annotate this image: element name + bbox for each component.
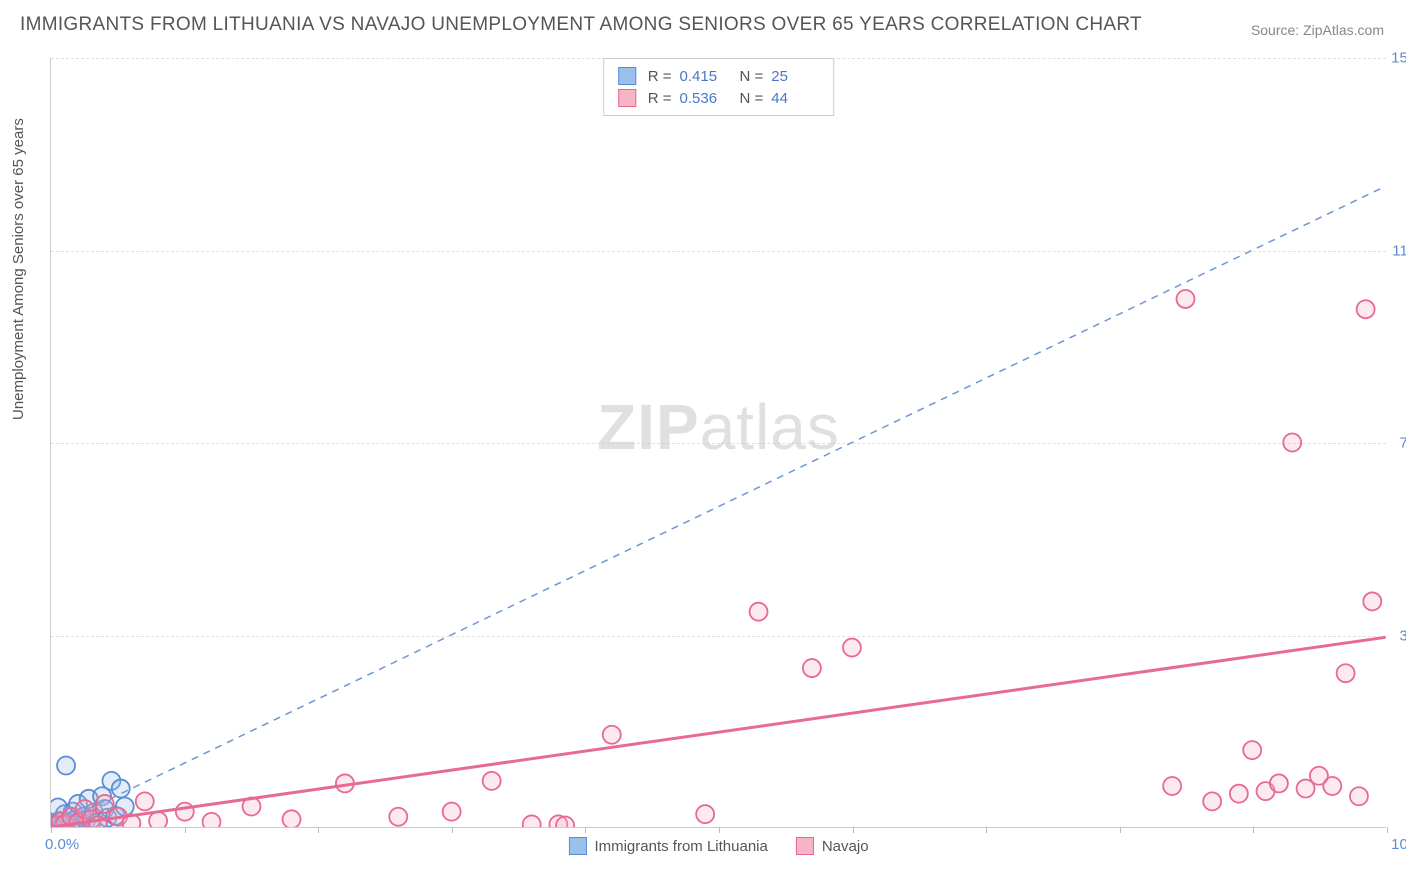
x-tick-mark bbox=[986, 827, 987, 833]
x-tick-mark bbox=[452, 827, 453, 833]
source-attribution: Source: ZipAtlas.com bbox=[1251, 22, 1384, 38]
y-tick-label: 37.5% bbox=[1399, 627, 1406, 644]
swatch-series-0-icon bbox=[568, 837, 586, 855]
data-point-series-0 bbox=[57, 756, 75, 774]
data-point-series-1 bbox=[1163, 777, 1181, 795]
r-value-0: 0.415 bbox=[680, 68, 728, 85]
data-point-series-1 bbox=[556, 816, 574, 827]
x-tick-label-end: 100.0% bbox=[1391, 836, 1406, 853]
data-point-series-1 bbox=[603, 726, 621, 744]
data-point-series-1 bbox=[1203, 792, 1221, 810]
data-point-series-1 bbox=[1270, 774, 1288, 792]
swatch-series-1-icon bbox=[796, 837, 814, 855]
n-label: N = bbox=[740, 90, 764, 107]
swatch-series-1 bbox=[618, 89, 636, 107]
y-tick-label: 150.0% bbox=[1391, 50, 1406, 67]
data-point-series-1 bbox=[843, 639, 861, 657]
n-label: N = bbox=[740, 68, 764, 85]
data-point-series-1 bbox=[1357, 300, 1375, 318]
data-point-series-1 bbox=[1243, 741, 1261, 759]
x-tick-mark bbox=[1120, 827, 1121, 833]
x-tick-label-start: 0.0% bbox=[45, 836, 79, 853]
data-point-series-1 bbox=[176, 803, 194, 821]
legend-item-0: Immigrants from Lithuania bbox=[568, 837, 767, 855]
r-value-1: 0.536 bbox=[680, 90, 728, 107]
series-legend: Immigrants from Lithuania Navajo bbox=[568, 837, 868, 855]
data-point-series-1 bbox=[283, 810, 301, 827]
data-point-series-1 bbox=[1363, 592, 1381, 610]
data-point-series-1 bbox=[750, 603, 768, 621]
data-point-series-1 bbox=[1310, 767, 1328, 785]
n-value-1: 44 bbox=[771, 90, 819, 107]
x-tick-mark bbox=[185, 827, 186, 833]
x-tick-mark bbox=[1387, 827, 1388, 833]
chart-title: IMMIGRANTS FROM LITHUANIA VS NAVAJO UNEM… bbox=[20, 14, 1142, 36]
data-point-series-1 bbox=[1350, 787, 1368, 805]
data-point-series-1 bbox=[389, 808, 407, 826]
data-point-series-1 bbox=[202, 813, 220, 827]
data-point-series-1 bbox=[1230, 785, 1248, 803]
legend-item-1: Navajo bbox=[796, 837, 869, 855]
legend-label-1: Navajo bbox=[822, 838, 869, 855]
swatch-series-0 bbox=[618, 67, 636, 85]
data-point-series-0 bbox=[112, 780, 130, 798]
chart-svg bbox=[51, 58, 1386, 827]
x-tick-mark bbox=[853, 827, 854, 833]
correlation-legend: R = 0.415 N = 25 R = 0.536 N = 44 bbox=[603, 58, 835, 116]
r-label: R = bbox=[648, 68, 672, 85]
x-tick-mark bbox=[585, 827, 586, 833]
x-tick-mark bbox=[51, 827, 52, 833]
x-tick-mark bbox=[1253, 827, 1254, 833]
trend-line-series-1 bbox=[51, 637, 1385, 827]
data-point-series-1 bbox=[696, 805, 714, 823]
legend-row-series-1: R = 0.536 N = 44 bbox=[618, 87, 820, 109]
legend-label-0: Immigrants from Lithuania bbox=[594, 838, 767, 855]
data-point-series-1 bbox=[1177, 290, 1195, 308]
y-axis-label: Unemployment Among Seniors over 65 years bbox=[10, 118, 27, 420]
y-tick-label: 112.5% bbox=[1392, 242, 1406, 259]
data-point-series-1 bbox=[1283, 434, 1301, 452]
data-point-series-1 bbox=[803, 659, 821, 677]
data-point-series-1 bbox=[1337, 664, 1355, 682]
y-tick-label: 75.0% bbox=[1399, 435, 1406, 452]
r-label: R = bbox=[648, 90, 672, 107]
data-point-series-1 bbox=[443, 803, 461, 821]
x-tick-mark bbox=[318, 827, 319, 833]
data-point-series-1 bbox=[136, 792, 154, 810]
n-value-0: 25 bbox=[771, 68, 819, 85]
data-point-series-1 bbox=[523, 815, 541, 827]
data-point-series-1 bbox=[483, 772, 501, 790]
x-tick-mark bbox=[719, 827, 720, 833]
legend-row-series-0: R = 0.415 N = 25 bbox=[618, 65, 820, 87]
plot-area: ZIPatlas R = 0.415 N = 25 R = 0.536 N = … bbox=[50, 58, 1386, 828]
